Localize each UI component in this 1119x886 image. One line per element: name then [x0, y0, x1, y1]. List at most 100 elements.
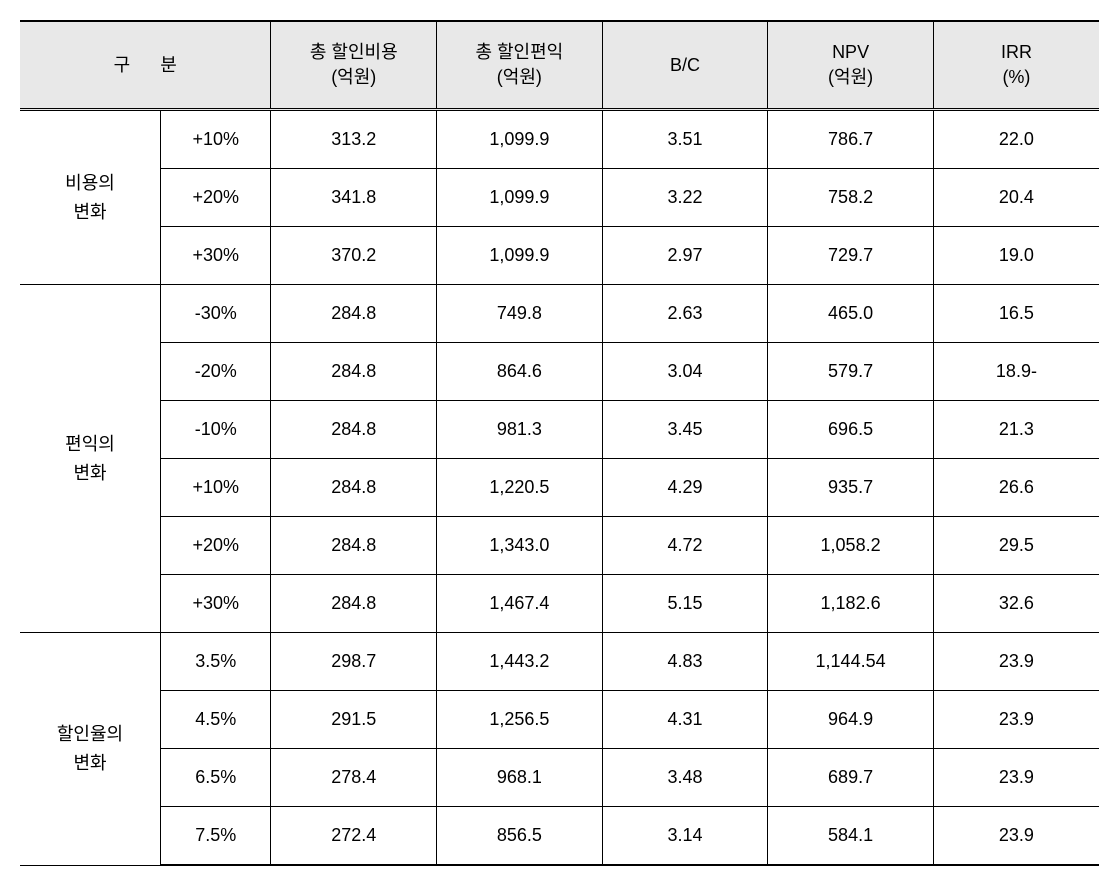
cell-sub: -10%: [161, 401, 271, 459]
cell-npv: 729.7: [768, 227, 934, 285]
cell-npv: 786.7: [768, 110, 934, 169]
cell-benefit: 1,099.9: [437, 110, 603, 169]
cell-cost: 298.7: [271, 633, 437, 691]
cell-cost: 370.2: [271, 227, 437, 285]
table-row: +20% 341.8 1,099.9 3.22 758.2 20.4: [20, 169, 1099, 227]
cell-sub: +30%: [161, 575, 271, 633]
header-npv: NPV(억원): [768, 21, 934, 110]
table-row: +10% 284.8 1,220.5 4.29 935.7 26.6: [20, 459, 1099, 517]
cell-npv: 935.7: [768, 459, 934, 517]
table-row: 7.5% 272.4 856.5 3.14 584.1 23.9: [20, 807, 1099, 866]
cell-benefit: 1,220.5: [437, 459, 603, 517]
cell-cost: 284.8: [271, 459, 437, 517]
cell-sub: -20%: [161, 343, 271, 401]
cell-bc: 4.72: [602, 517, 768, 575]
cell-cost: 284.8: [271, 401, 437, 459]
cell-sub: +10%: [161, 110, 271, 169]
cell-sub: -30%: [161, 285, 271, 343]
header-bc: B/C: [602, 21, 768, 110]
header-benefit: 총 할인편익(억원): [437, 21, 603, 110]
table-row: 편익의변화 -30% 284.8 749.8 2.63 465.0 16.5: [20, 285, 1099, 343]
table-row: +30% 370.2 1,099.9 2.97 729.7 19.0: [20, 227, 1099, 285]
table-row: +30% 284.8 1,467.4 5.15 1,182.6 32.6: [20, 575, 1099, 633]
cell-bc: 3.22: [602, 169, 768, 227]
cell-benefit: 1,099.9: [437, 227, 603, 285]
cell-benefit: 1,343.0: [437, 517, 603, 575]
cell-irr: 32.6: [933, 575, 1099, 633]
cell-benefit: 968.1: [437, 749, 603, 807]
cell-bc: 2.63: [602, 285, 768, 343]
cell-irr: 20.4: [933, 169, 1099, 227]
cell-bc: 3.51: [602, 110, 768, 169]
cell-bc: 3.14: [602, 807, 768, 866]
cell-sub: +10%: [161, 459, 271, 517]
cell-irr: 26.6: [933, 459, 1099, 517]
table-row: 4.5% 291.5 1,256.5 4.31 964.9 23.9: [20, 691, 1099, 749]
header-category-1: 구: [114, 55, 131, 75]
cell-benefit: 1,467.4: [437, 575, 603, 633]
cell-irr: 16.5: [933, 285, 1099, 343]
sensitivity-analysis-table: 구 분 총 할인비용(억원) 총 할인편익(억원) B/C NPV(억원) IR…: [20, 20, 1099, 866]
cell-bc: 4.29: [602, 459, 768, 517]
cell-irr: 21.3: [933, 401, 1099, 459]
table-row: -20% 284.8 864.6 3.04 579.7 18.9-: [20, 343, 1099, 401]
header-cost: 총 할인비용(억원): [271, 21, 437, 110]
cell-npv: 758.2: [768, 169, 934, 227]
group-label-benefit-change: 편익의변화: [20, 285, 161, 633]
cell-irr: 18.9-: [933, 343, 1099, 401]
cell-sub: 7.5%: [161, 807, 271, 866]
cell-benefit: 1,443.2: [437, 633, 603, 691]
cell-cost: 284.8: [271, 575, 437, 633]
cell-cost: 313.2: [271, 110, 437, 169]
cell-npv: 584.1: [768, 807, 934, 866]
cell-sub: +20%: [161, 517, 271, 575]
table-row: 6.5% 278.4 968.1 3.48 689.7 23.9: [20, 749, 1099, 807]
cell-sub: +30%: [161, 227, 271, 285]
cell-irr: 23.9: [933, 749, 1099, 807]
cell-bc: 3.45: [602, 401, 768, 459]
cell-benefit: 981.3: [437, 401, 603, 459]
cell-bc: 2.97: [602, 227, 768, 285]
table-row: 비용의변화 +10% 313.2 1,099.9 3.51 786.7 22.0: [20, 110, 1099, 169]
group-label-rate-change: 할인율의변화: [20, 633, 161, 866]
cell-npv: 465.0: [768, 285, 934, 343]
cell-irr: 22.0: [933, 110, 1099, 169]
cell-cost: 278.4: [271, 749, 437, 807]
cell-cost: 284.8: [271, 285, 437, 343]
header-category-2: 분: [160, 55, 177, 75]
cell-npv: 579.7: [768, 343, 934, 401]
cell-npv: 696.5: [768, 401, 934, 459]
cell-sub: 6.5%: [161, 749, 271, 807]
cell-npv: 1,182.6: [768, 575, 934, 633]
cell-npv: 689.7: [768, 749, 934, 807]
cell-irr: 23.9: [933, 633, 1099, 691]
table-body: 비용의변화 +10% 313.2 1,099.9 3.51 786.7 22.0…: [20, 110, 1099, 866]
cell-benefit: 856.5: [437, 807, 603, 866]
cell-benefit: 1,256.5: [437, 691, 603, 749]
cell-cost: 272.4: [271, 807, 437, 866]
cell-cost: 284.8: [271, 517, 437, 575]
cell-bc: 3.48: [602, 749, 768, 807]
cell-sub: 4.5%: [161, 691, 271, 749]
cell-npv: 964.9: [768, 691, 934, 749]
cell-sub: +20%: [161, 169, 271, 227]
cell-irr: 23.9: [933, 691, 1099, 749]
header-category: 구 분: [20, 21, 271, 110]
cell-benefit: 749.8: [437, 285, 603, 343]
cell-bc: 3.04: [602, 343, 768, 401]
header-irr: IRR(%): [933, 21, 1099, 110]
cell-cost: 284.8: [271, 343, 437, 401]
cell-cost: 291.5: [271, 691, 437, 749]
cell-irr: 23.9: [933, 807, 1099, 866]
cell-bc: 4.83: [602, 633, 768, 691]
cell-benefit: 1,099.9: [437, 169, 603, 227]
cell-irr: 29.5: [933, 517, 1099, 575]
cell-cost: 341.8: [271, 169, 437, 227]
cell-bc: 5.15: [602, 575, 768, 633]
table-row: +20% 284.8 1,343.0 4.72 1,058.2 29.5: [20, 517, 1099, 575]
cell-bc: 4.31: [602, 691, 768, 749]
cell-sub: 3.5%: [161, 633, 271, 691]
group-label-cost-change: 비용의변화: [20, 110, 161, 285]
cell-npv: 1,058.2: [768, 517, 934, 575]
table-row: 할인율의변화 3.5% 298.7 1,443.2 4.83 1,144.54 …: [20, 633, 1099, 691]
